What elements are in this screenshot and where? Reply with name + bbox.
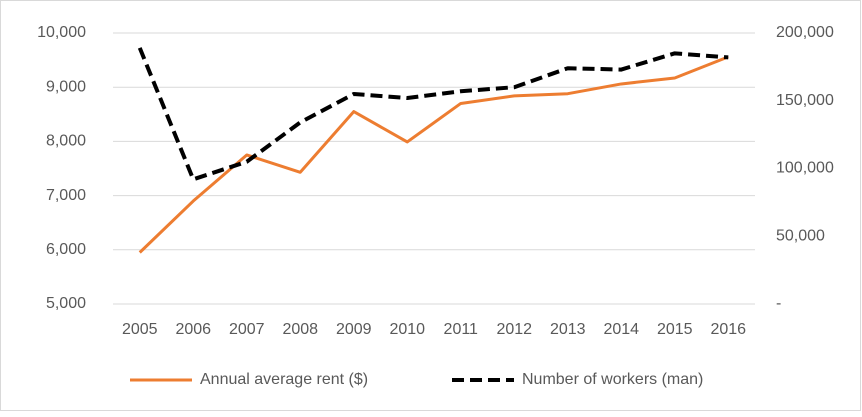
x-tick-label: 2007 xyxy=(229,321,265,338)
y2-tick-label: 150,000 xyxy=(776,92,834,109)
y2-tick-label: 200,000 xyxy=(776,24,834,41)
y2-tick-label: - xyxy=(776,295,781,312)
x-tick-label: 2014 xyxy=(603,321,639,338)
y2-tick-label: 100,000 xyxy=(776,160,834,177)
x-tick-label: 2006 xyxy=(175,321,211,338)
x-tick-label: 2015 xyxy=(657,321,693,338)
x-tick-label: 2016 xyxy=(710,321,746,338)
x-tick-label: 2011 xyxy=(444,321,479,338)
x-tick-label: 2008 xyxy=(282,321,318,338)
y-tick-label: 6,000 xyxy=(46,241,86,258)
y-tick-label: 10,000 xyxy=(37,24,86,41)
y-tick-label: 9,000 xyxy=(46,78,86,95)
y2-tick-label: 50,000 xyxy=(776,227,825,244)
x-tick-label: 2005 xyxy=(122,321,158,338)
y-tick-label: 8,000 xyxy=(46,133,86,150)
legend-label: Number of workers (man) xyxy=(522,371,703,388)
x-tick-label: 2009 xyxy=(336,321,372,338)
y-tick-label: 7,000 xyxy=(46,187,86,204)
x-tick-label: 2012 xyxy=(496,321,532,338)
x-tick-label: 2010 xyxy=(389,321,425,338)
legend-label: Annual average rent ($) xyxy=(200,371,368,388)
series-line xyxy=(137,47,729,182)
y-tick-label: 5,000 xyxy=(46,295,86,312)
x-tick-label: 2013 xyxy=(550,321,586,338)
